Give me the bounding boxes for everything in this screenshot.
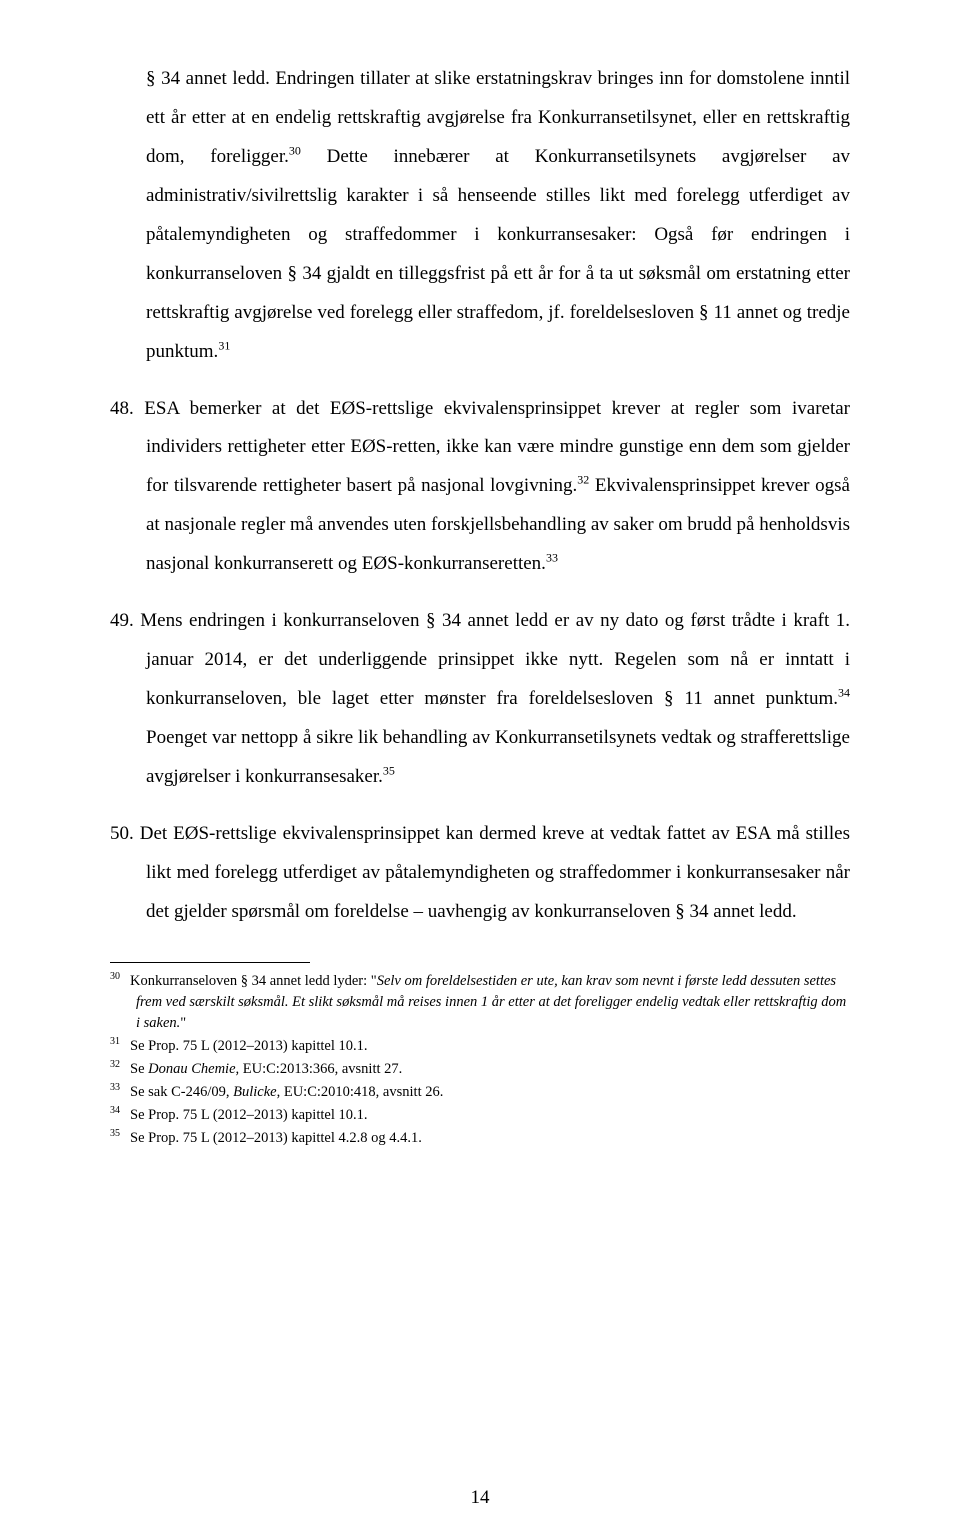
footnote-number: 32 bbox=[110, 1059, 120, 1070]
footnote-text: Se Prop. 75 L (2012–2013) kapittel 10.1. bbox=[130, 1107, 367, 1123]
paragraph-text: 50. Det EØS-rettslige ekvivalensprinsipp… bbox=[110, 823, 850, 922]
footnote-ref-33: 33 bbox=[546, 551, 558, 565]
footnote-text: " bbox=[180, 1015, 186, 1031]
footnote-33: 33 Se sak C-246/09, Bulicke, EU:C:2010:41… bbox=[110, 1082, 850, 1103]
paragraph-continuation: § 34 annet ledd. Endringen tillater at s… bbox=[110, 60, 850, 372]
paragraph-text: Dette innebærer at Konkurransetilsynets … bbox=[146, 146, 850, 362]
footnote-text: EU:C:2013:366, avsnitt 27. bbox=[239, 1061, 402, 1077]
footnote-ref-34: 34 bbox=[838, 686, 850, 700]
paragraph-50: 50. Det EØS-rettslige ekvivalensprinsipp… bbox=[110, 815, 850, 932]
document-page: § 34 annet ledd. Endringen tillater at s… bbox=[0, 0, 960, 1531]
footnote-35: 35 Se Prop. 75 L (2012–2013) kapittel 4.2… bbox=[110, 1128, 850, 1149]
footnote-number: 31 bbox=[110, 1036, 120, 1047]
footnote-text: Se sak C-246/09, bbox=[130, 1084, 233, 1100]
footnote-number: 35 bbox=[110, 1128, 120, 1139]
footnote-text: Konkurranseloven § 34 annet ledd lyder: … bbox=[130, 973, 377, 989]
paragraph-text: 49. Mens endringen i konkurranseloven § … bbox=[110, 610, 850, 709]
footnote-text: Se Prop. 75 L (2012–2013) kapittel 4.2.8… bbox=[130, 1130, 422, 1146]
paragraph-49: 49. Mens endringen i konkurranseloven § … bbox=[110, 602, 850, 797]
paragraph-text: Poenget var nettopp å sikre lik behandli… bbox=[146, 727, 850, 787]
footnote-34: 34 Se Prop. 75 L (2012–2013) kapittel 10.… bbox=[110, 1105, 850, 1126]
footnote-ref-35: 35 bbox=[383, 764, 395, 778]
footnote-ref-32: 32 bbox=[577, 473, 589, 487]
footnote-ref-30: 30 bbox=[289, 144, 301, 158]
footnote-text: , EU:C:2010:418, avsnitt 26. bbox=[277, 1084, 444, 1100]
footnote-number: 30 bbox=[110, 971, 120, 982]
footnote-italic: Donau Chemie, bbox=[148, 1061, 239, 1077]
footnote-32: 32 Se Donau Chemie, EU:C:2013:366, avsnit… bbox=[110, 1059, 850, 1080]
footnote-text: Se bbox=[130, 1061, 148, 1077]
footnote-separator bbox=[110, 962, 310, 963]
footnote-number: 33 bbox=[110, 1082, 120, 1093]
footnote-italic: Bulicke bbox=[233, 1084, 276, 1100]
footnote-text: Se Prop. 75 L (2012–2013) kapittel 10.1. bbox=[130, 1038, 367, 1054]
footnote-30: 30 Konkurranseloven § 34 annet ledd lyder… bbox=[110, 971, 850, 1034]
footnote-31: 31 Se Prop. 75 L (2012–2013) kapittel 10.… bbox=[110, 1036, 850, 1057]
footnote-ref-31: 31 bbox=[218, 338, 230, 352]
body-text-region: § 34 annet ledd. Endringen tillater at s… bbox=[110, 60, 850, 932]
footnote-number: 34 bbox=[110, 1105, 120, 1116]
footnotes-region: 30 Konkurranseloven § 34 annet ledd lyder… bbox=[110, 971, 850, 1149]
page-number: 14 bbox=[0, 1487, 960, 1509]
paragraph-48: 48. ESA bemerker at det EØS-rettslige ek… bbox=[110, 390, 850, 585]
